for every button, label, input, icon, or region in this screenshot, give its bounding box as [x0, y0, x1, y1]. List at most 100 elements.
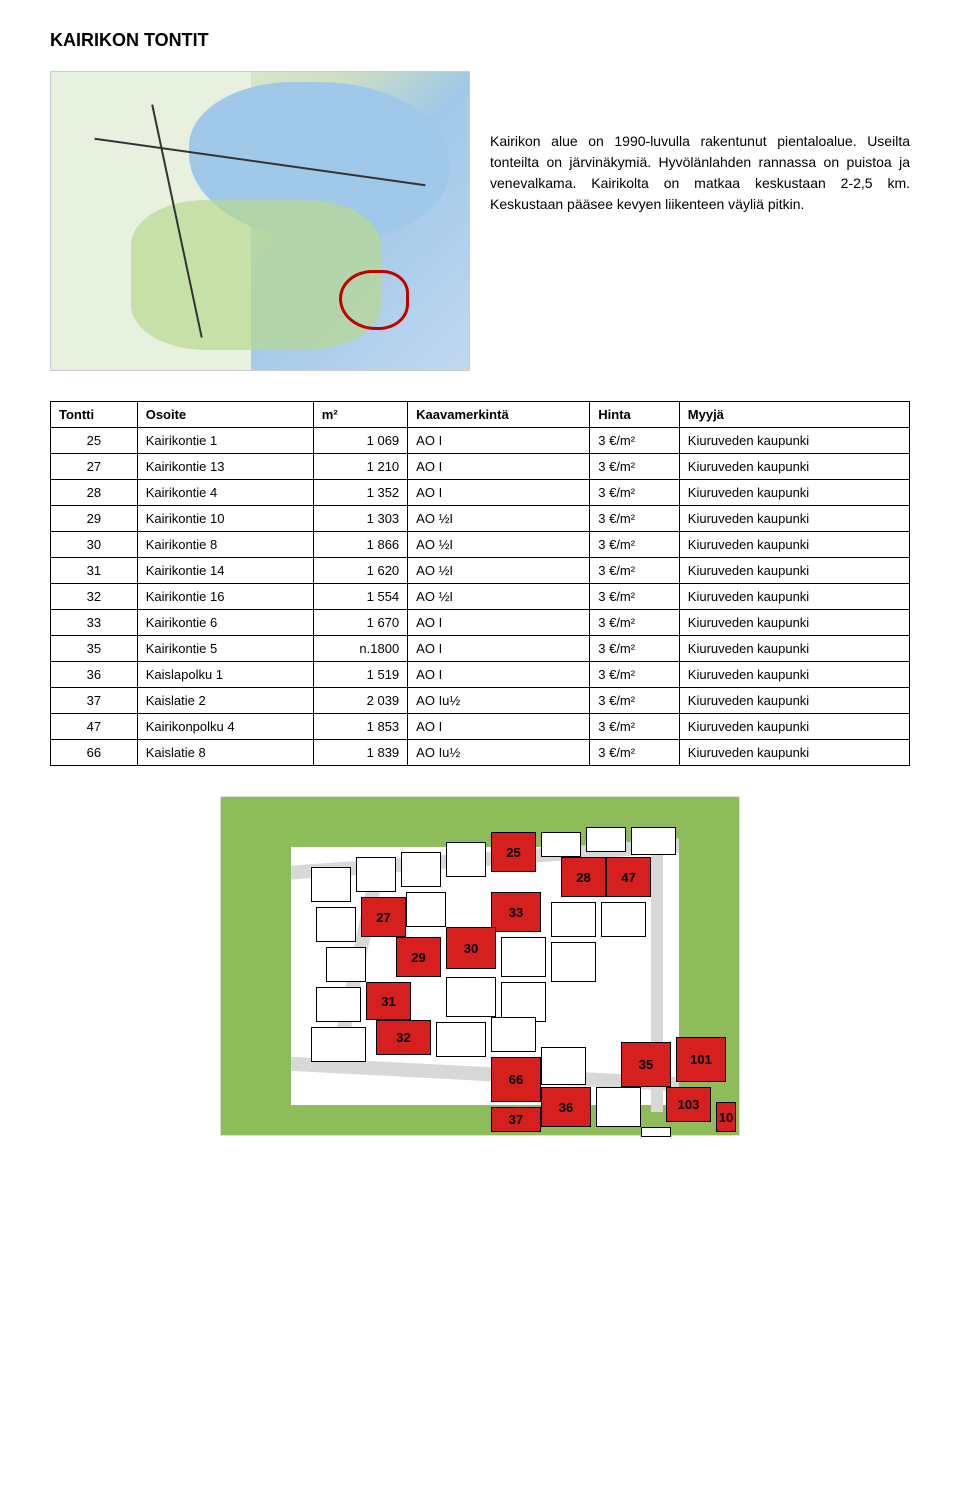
table-cell: Kiuruveden kaupunki	[679, 454, 909, 480]
table-cell: Kiuruveden kaupunki	[679, 662, 909, 688]
table-row: 32Kairikontie 161 554AO ½I3 €/m²Kiuruved…	[51, 584, 910, 610]
table-cell: 1 853	[313, 714, 407, 740]
table-cell: Kiuruveden kaupunki	[679, 610, 909, 636]
map-plot-empty	[586, 827, 626, 852]
table-cell: 30	[51, 532, 138, 558]
table-cell: 3 €/m²	[590, 636, 680, 662]
map-plot: 101	[676, 1037, 726, 1082]
map-plot-empty	[641, 1127, 671, 1137]
table-cell: Kiuruveden kaupunki	[679, 428, 909, 454]
table-cell: 37	[51, 688, 138, 714]
intro-text: Kairikon alue on 1990-luvulla rakentunut…	[490, 71, 910, 215]
map-plot-empty	[311, 1027, 366, 1062]
table-cell: Kiuruveden kaupunki	[679, 532, 909, 558]
table-cell: 1 352	[313, 480, 407, 506]
table-cell: 3 €/m²	[590, 610, 680, 636]
table-row: 36Kaislapolku 11 519AO I3 €/m²Kiuruveden…	[51, 662, 910, 688]
table-cell: Kiuruveden kaupunki	[679, 480, 909, 506]
map-plot: 27	[361, 897, 406, 937]
map-plot: 66	[491, 1057, 541, 1102]
table-cell: AO Iu½	[408, 740, 590, 766]
table-cell: Kiuruveden kaupunki	[679, 636, 909, 662]
map-plot-empty	[326, 947, 366, 982]
map-plot-empty	[601, 902, 646, 937]
table-cell: 3 €/m²	[590, 506, 680, 532]
table-cell: AO I	[408, 428, 590, 454]
table-cell: 1 519	[313, 662, 407, 688]
table-header: Myyjä	[679, 402, 909, 428]
map-plot: 103	[666, 1087, 711, 1122]
map-plot-empty	[446, 842, 486, 877]
map-plot-empty	[316, 907, 356, 942]
table-cell: 3 €/m²	[590, 662, 680, 688]
map-plot: 32	[376, 1020, 431, 1055]
table-row: 33Kairikontie 61 670AO I3 €/m²Kiuruveden…	[51, 610, 910, 636]
map-plot: 28	[561, 857, 606, 897]
table-header: Hinta	[590, 402, 680, 428]
table-cell: 27	[51, 454, 138, 480]
table-cell: 28	[51, 480, 138, 506]
table-cell: 3 €/m²	[590, 584, 680, 610]
overview-map-marker	[339, 270, 409, 330]
table-cell: Kaislatie 2	[137, 688, 313, 714]
table-cell: Kairikontie 5	[137, 636, 313, 662]
table-cell: AO I	[408, 454, 590, 480]
map-plot: 29	[396, 937, 441, 977]
map-plot: 31	[366, 982, 411, 1020]
table-row: 27Kairikontie 131 210AO I3 €/m²Kiuruvede…	[51, 454, 910, 480]
map-plot-empty	[406, 892, 446, 927]
table-cell: n.1800	[313, 636, 407, 662]
table-header: m²	[313, 402, 407, 428]
table-cell: 3 €/m²	[590, 428, 680, 454]
map-plot: 33	[491, 892, 541, 932]
table-cell: AO ½I	[408, 584, 590, 610]
map-plot: 35	[621, 1042, 671, 1087]
table-header: Tontti	[51, 402, 138, 428]
table-row: 28Kairikontie 41 352AO I3 €/m²Kiuruveden…	[51, 480, 910, 506]
map-plot-empty	[501, 937, 546, 977]
map-plot: 37	[491, 1107, 541, 1132]
map-plot: 47	[606, 857, 651, 897]
table-cell: Kairikontie 16	[137, 584, 313, 610]
table-cell: AO I	[408, 610, 590, 636]
table-cell: 3 €/m²	[590, 480, 680, 506]
table-header: Kaavamerkintä	[408, 402, 590, 428]
table-row: 25Kairikontie 11 069AO I3 €/m²Kiuruveden…	[51, 428, 910, 454]
table-row: 31Kairikontie 141 620AO ½I3 €/m²Kiuruved…	[51, 558, 910, 584]
table-cell: 3 €/m²	[590, 740, 680, 766]
table-cell: Kairikontie 10	[137, 506, 313, 532]
table-cell: AO I	[408, 714, 590, 740]
map-plot: 30	[446, 927, 496, 969]
table-cell: Kaislapolku 1	[137, 662, 313, 688]
map-plot-empty	[551, 942, 596, 982]
table-cell: AO I	[408, 662, 590, 688]
table-cell: Kaislatie 8	[137, 740, 313, 766]
table-cell: 33	[51, 610, 138, 636]
table-row: 29Kairikontie 101 303AO ½I3 €/m²Kiuruved…	[51, 506, 910, 532]
table-cell: 2 039	[313, 688, 407, 714]
map-plot-empty	[446, 977, 496, 1017]
map-plot-empty	[491, 1017, 536, 1052]
table-cell: 3 €/m²	[590, 688, 680, 714]
table-cell: 1 554	[313, 584, 407, 610]
table-row: 47Kairikonpolku 41 853AO I3 €/m²Kiuruved…	[51, 714, 910, 740]
page-title: KAIRIKON TONTIT	[50, 30, 910, 51]
map-plot-empty	[631, 827, 676, 855]
table-cell: 32	[51, 584, 138, 610]
table-cell: Kiuruveden kaupunki	[679, 558, 909, 584]
table-row: 35Kairikontie 5n.1800AO I3 €/m²Kiuruvede…	[51, 636, 910, 662]
plots-table: TonttiOsoitem²KaavamerkintäHintaMyyjä 25…	[50, 401, 910, 766]
table-cell: 1 069	[313, 428, 407, 454]
table-row: 37Kaislatie 22 039AO Iu½3 €/m²Kiuruveden…	[51, 688, 910, 714]
map-plot-empty	[316, 987, 361, 1022]
table-cell: 3 €/m²	[590, 532, 680, 558]
table-cell: AO ½I	[408, 532, 590, 558]
map-plot-empty	[541, 832, 581, 857]
table-cell: 36	[51, 662, 138, 688]
table-cell: Kairikontie 4	[137, 480, 313, 506]
map-plot-empty	[501, 982, 546, 1022]
table-row: 30Kairikontie 81 866AO ½I3 €/m²Kiuruvede…	[51, 532, 910, 558]
table-cell: 35	[51, 636, 138, 662]
overview-map	[50, 71, 470, 371]
map-plot-empty	[541, 1047, 586, 1085]
